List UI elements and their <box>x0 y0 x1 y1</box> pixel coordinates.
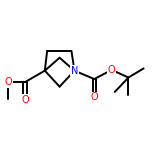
Text: N: N <box>71 66 78 76</box>
Text: O: O <box>5 77 12 87</box>
Text: O: O <box>108 65 116 75</box>
Text: O: O <box>90 92 98 102</box>
Text: O: O <box>21 95 29 105</box>
